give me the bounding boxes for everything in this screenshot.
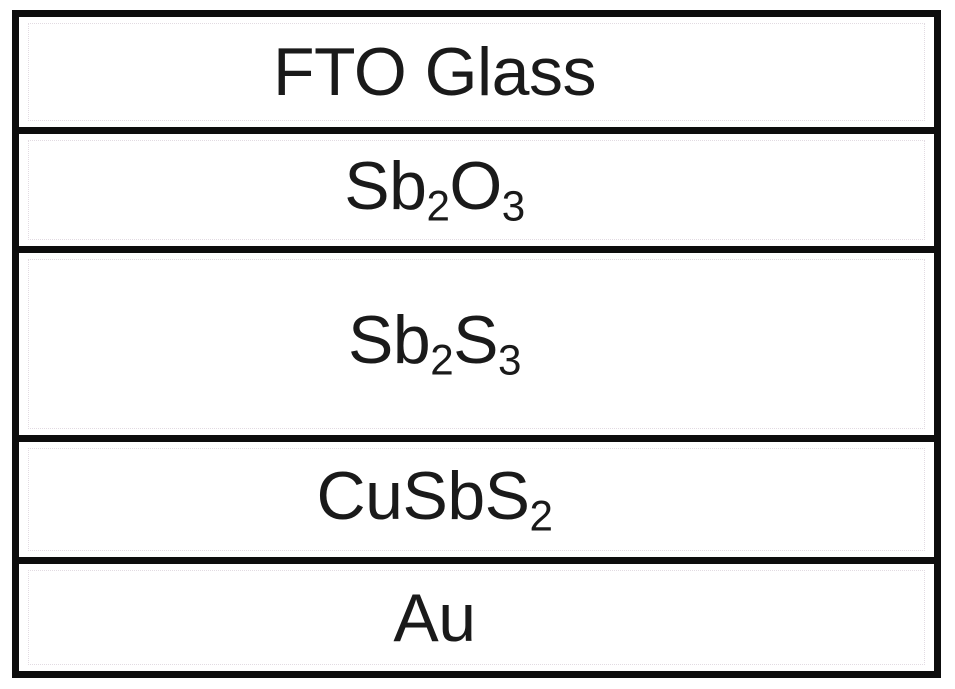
formula-subscript: 3	[501, 182, 525, 230]
formula-text: CuSbS	[316, 457, 530, 534]
layer-label-cusbs2: CuSbS2	[317, 462, 637, 538]
layer-sb2o3: Sb2O3	[19, 127, 934, 246]
formula-subscript: 2	[529, 492, 553, 540]
formula-text: Sb	[348, 302, 431, 379]
layer-fto-glass: FTO Glass	[19, 17, 934, 127]
formula-subscript: 2	[426, 182, 450, 230]
layer-label-au: Au	[393, 584, 559, 652]
layer-label-fto-glass: FTO Glass	[273, 38, 680, 106]
formula-subscript: 2	[430, 336, 454, 384]
formula-text: Sb	[344, 148, 427, 225]
layer-label-sb2o3: Sb2O3	[344, 152, 609, 228]
layer-cusbs2: CuSbS2	[19, 435, 934, 557]
layer-label-sb2s3: Sb2S3	[348, 306, 605, 382]
device-stack-diagram: FTO Glass Sb2O3 Sb2S3 CuSbS2 Au	[12, 10, 941, 678]
layer-sb2s3: Sb2S3	[19, 246, 934, 435]
formula-text: Au	[393, 579, 476, 656]
formula-subscript: 3	[498, 336, 521, 384]
formula-text: FTO Glass	[273, 34, 596, 110]
formula-text: O	[449, 148, 502, 225]
formula-text: S	[453, 302, 499, 379]
layer-au: Au	[19, 557, 934, 671]
